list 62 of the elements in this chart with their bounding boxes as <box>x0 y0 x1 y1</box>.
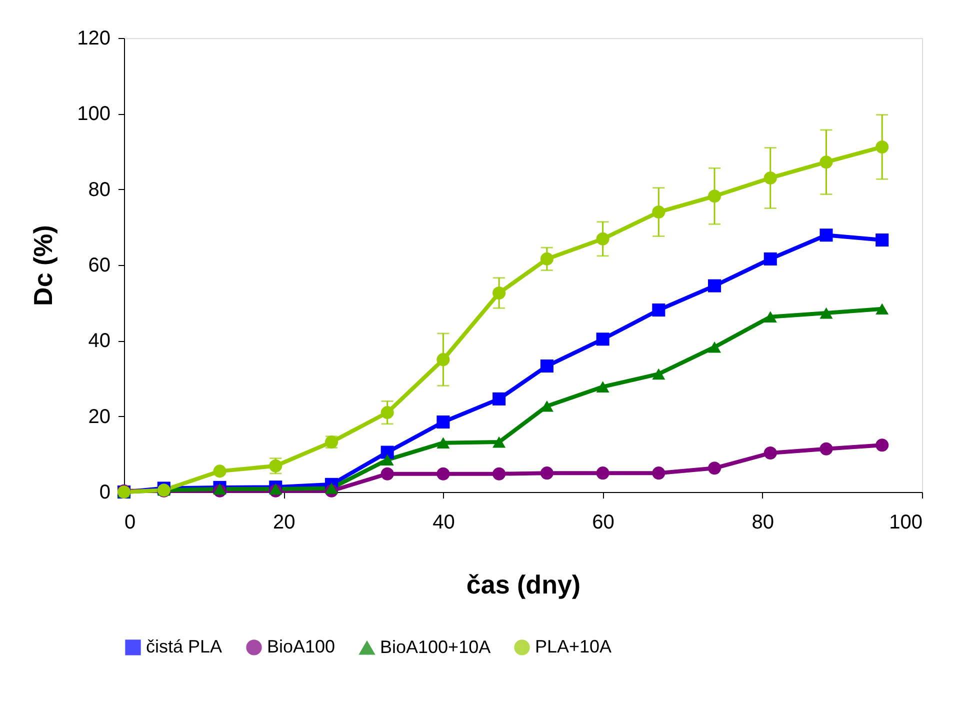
legend-label: BioA100 <box>267 636 336 656</box>
point <box>436 467 450 480</box>
x-axis-title: čas (dny) <box>466 570 581 600</box>
point <box>652 304 666 317</box>
point <box>436 437 450 448</box>
point <box>596 232 610 246</box>
point <box>269 483 282 495</box>
point <box>380 467 394 480</box>
point <box>764 171 777 184</box>
point <box>876 303 889 315</box>
point <box>540 359 554 373</box>
x-tick-label: 100 <box>889 512 922 534</box>
point <box>540 466 554 480</box>
point <box>436 353 450 366</box>
point <box>708 190 722 203</box>
point <box>708 462 722 475</box>
point <box>820 307 833 319</box>
point <box>540 252 554 266</box>
y-tick-label: 60 <box>88 254 110 276</box>
y-tick-label: 120 <box>77 28 110 50</box>
point <box>764 446 777 460</box>
y-tick-label: 40 <box>88 330 110 352</box>
y-tick-label: 0 <box>99 482 110 504</box>
point <box>380 406 394 420</box>
point <box>876 438 889 452</box>
legend-label: BioA100+10A <box>380 636 491 657</box>
legend-label: PLA+10A <box>535 636 612 656</box>
point <box>820 228 833 242</box>
point <box>708 341 722 353</box>
point <box>596 466 610 480</box>
x-tick-label: 40 <box>432 512 455 534</box>
point <box>324 482 338 494</box>
point <box>380 446 394 459</box>
point <box>436 415 450 429</box>
legend-label: čistá PLA <box>146 636 222 656</box>
point <box>213 483 226 495</box>
x-tick-label: 80 <box>752 512 774 534</box>
point <box>652 466 666 480</box>
point <box>492 467 506 480</box>
point <box>380 454 394 466</box>
point <box>764 252 777 266</box>
point <box>596 332 610 346</box>
point <box>492 286 506 300</box>
x-tick-label: 0 <box>124 512 136 534</box>
point <box>764 311 777 322</box>
point <box>492 436 506 448</box>
y-tick-label: 20 <box>88 406 110 428</box>
point <box>876 140 889 154</box>
point <box>652 206 666 219</box>
point <box>213 464 226 478</box>
point <box>820 156 833 169</box>
point <box>652 368 666 380</box>
point <box>492 392 506 406</box>
point <box>708 279 722 292</box>
x-tick-label: 20 <box>272 512 296 534</box>
y-tick-label: 80 <box>88 178 110 201</box>
y-axis-title: Dc (%) <box>28 225 58 306</box>
y-tick-label: 100 <box>77 103 110 126</box>
point <box>820 442 833 456</box>
x-tick-label: 60 <box>592 512 614 534</box>
point <box>596 381 610 392</box>
point <box>876 234 889 247</box>
